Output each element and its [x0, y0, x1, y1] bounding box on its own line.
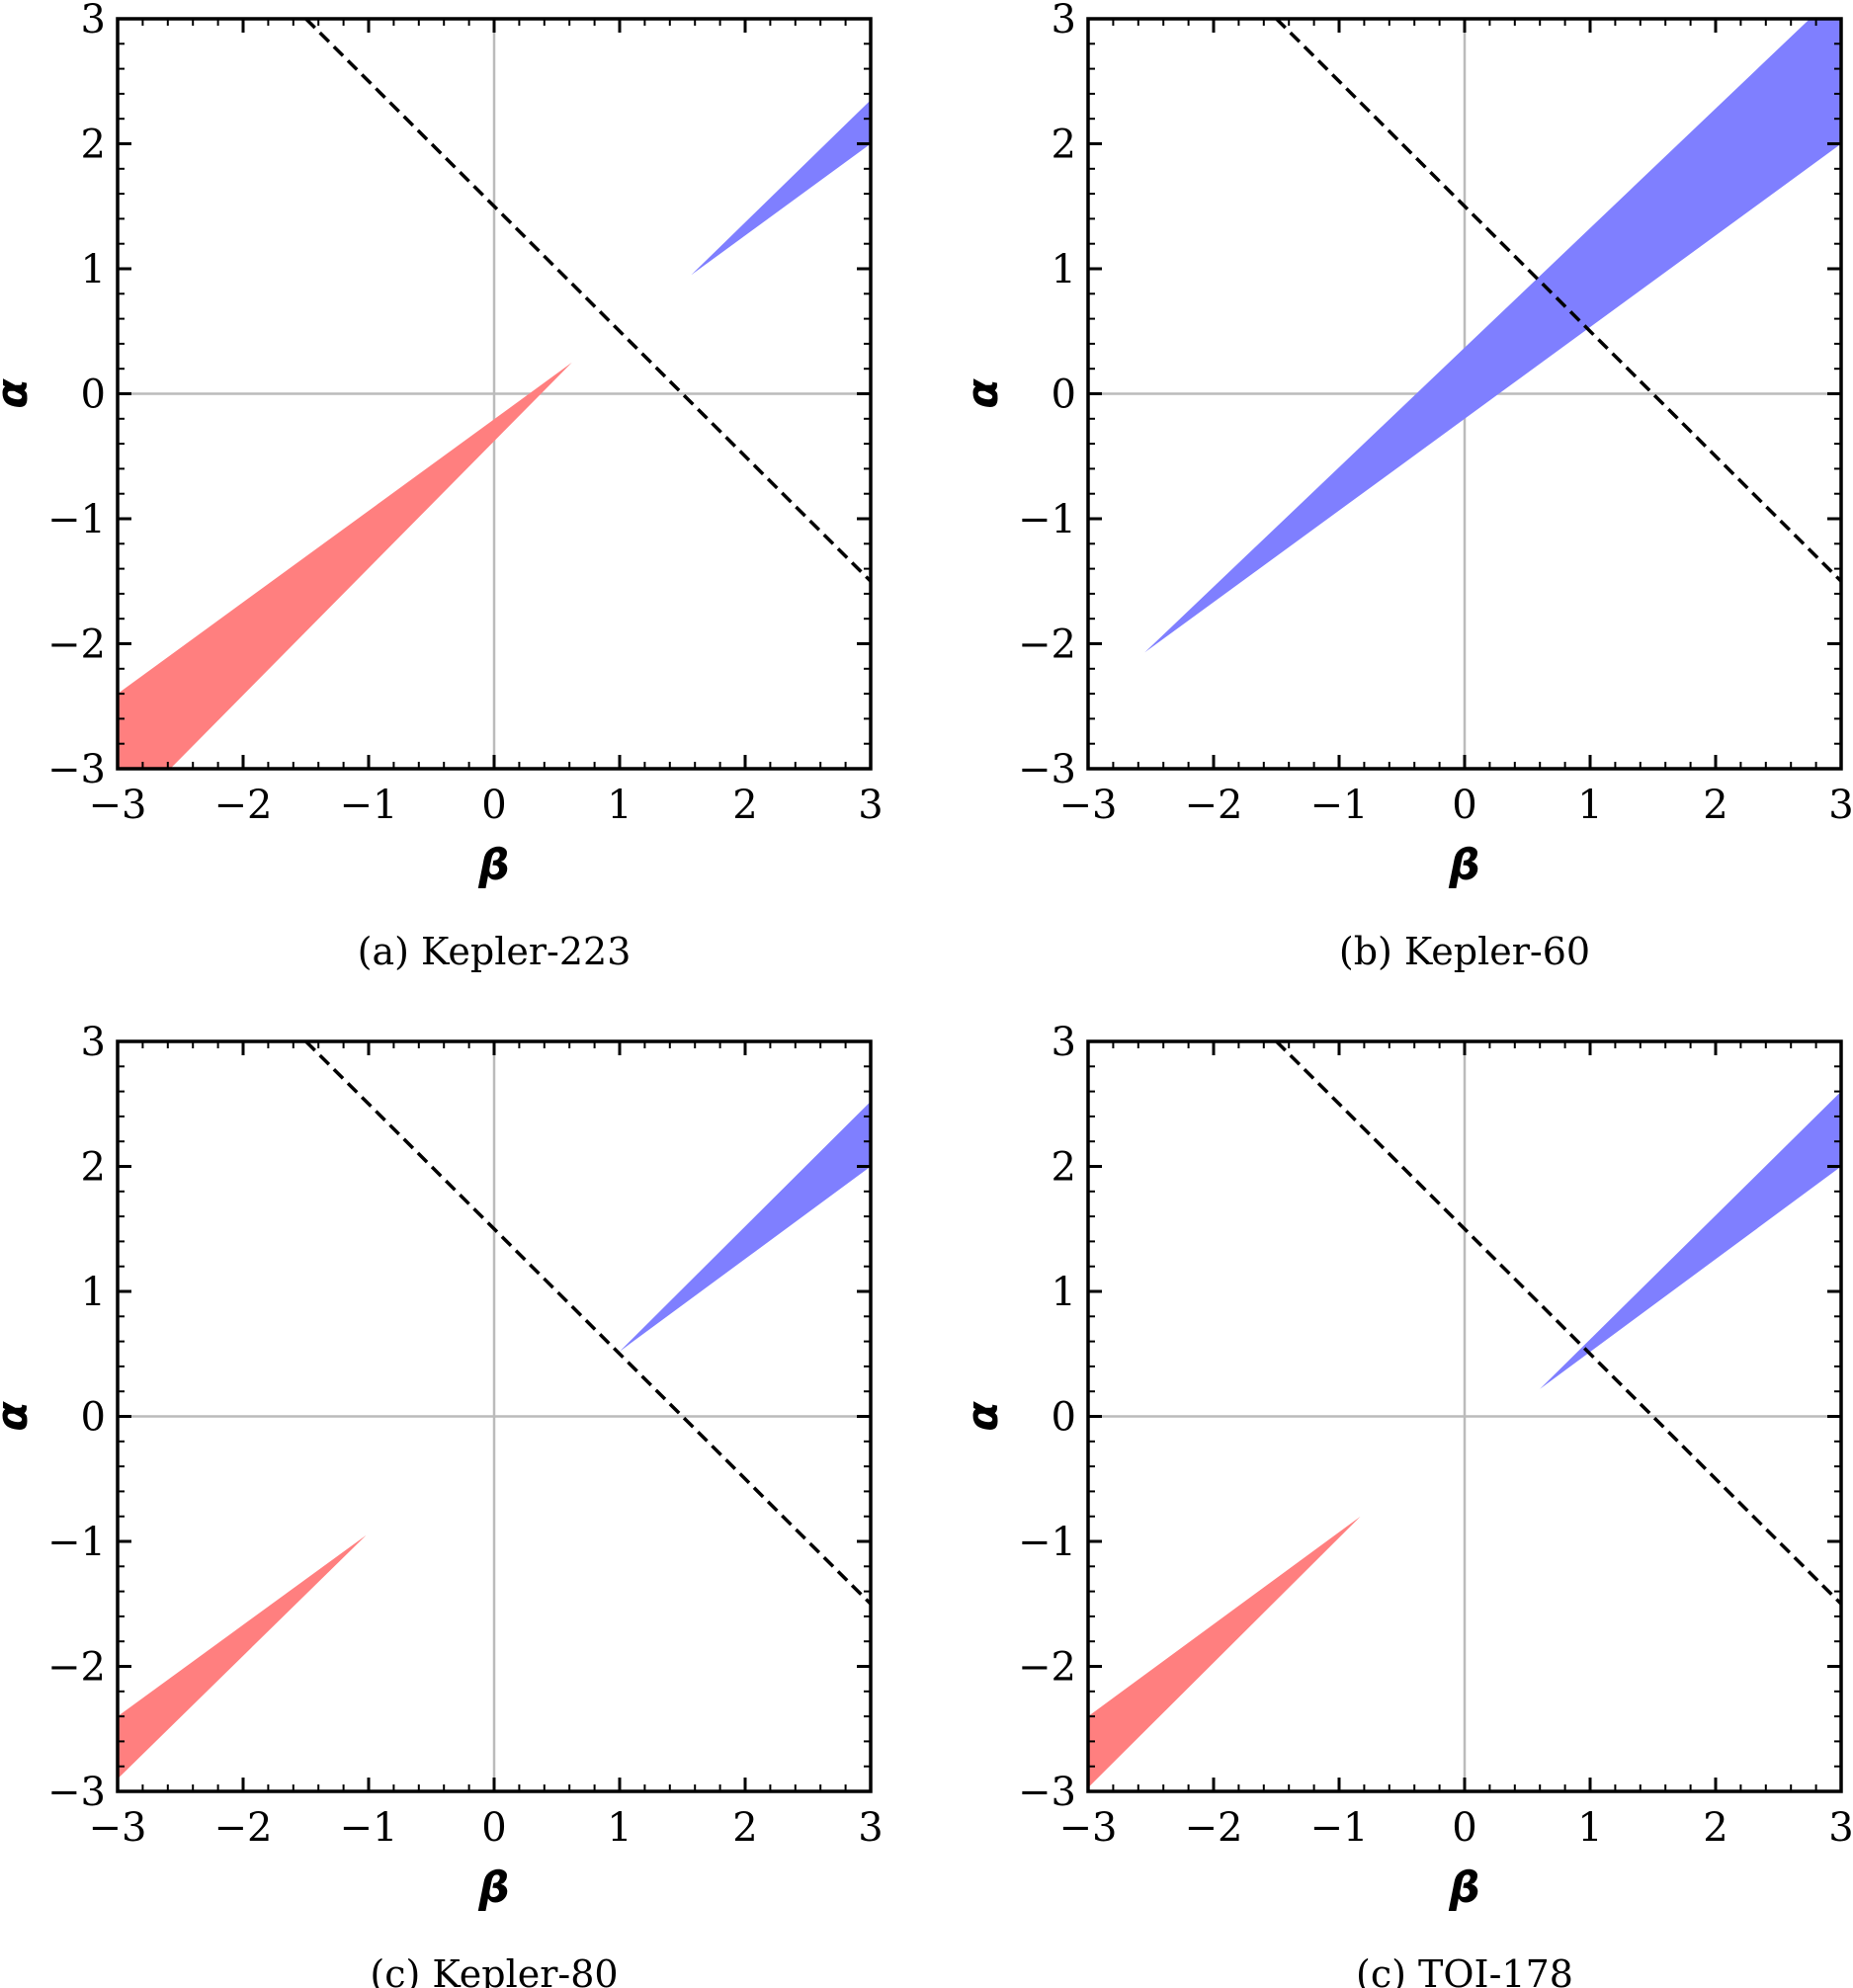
panel-d: −3 −2 −1 0 1 2 3 −3 −2 −1 0 1 2 3 β α (c) TOI-178 — [958, 1020, 1853, 1988]
panel-b: −3 −2 −1 0 1 2 3 −3 −2 −1 0 1 2 3 β α (b) Kepler-60 — [958, 0, 1853, 973]
x-tick-label: 1 — [607, 783, 632, 828]
x-axis-label: β — [1448, 1863, 1480, 1913]
x-tick-label: −1 — [340, 1805, 398, 1851]
x-axis-label: β — [1448, 840, 1480, 890]
y-tick-label: −2 — [47, 1645, 106, 1691]
x-tick-label: −2 — [214, 783, 273, 828]
region-blue — [691, 100, 871, 276]
x-tick-label: 0 — [1452, 783, 1476, 828]
x-tick-label: 2 — [1703, 1805, 1727, 1851]
y-tick-label: 2 — [1052, 1145, 1076, 1191]
x-tick-label: 2 — [732, 783, 757, 828]
y-tick-label: 0 — [81, 1395, 106, 1441]
dashed-line — [1275, 1041, 1841, 1606]
y-tick-label: 3 — [1052, 0, 1076, 42]
y-tick-label: −2 — [1018, 1645, 1076, 1691]
x-tick-label: −1 — [1310, 1805, 1369, 1851]
x-tick-label: −2 — [1185, 783, 1243, 828]
y-tick-label: 1 — [81, 1270, 106, 1315]
y-tick-label: 3 — [81, 1020, 106, 1065]
plot-area — [1088, 1041, 1841, 1791]
y-tick-label: −2 — [47, 622, 106, 668]
y-tick-label: −3 — [1018, 747, 1076, 792]
y-axis-label: α — [0, 378, 38, 409]
x-tick-label: 1 — [607, 1805, 632, 1851]
dashed-line — [1275, 19, 1841, 583]
panel-caption: (c) Kepler-80 — [370, 1952, 618, 1988]
dashed-line — [304, 19, 871, 583]
y-tick-label: 1 — [1052, 247, 1076, 292]
x-tick-label: 0 — [1452, 1805, 1476, 1851]
x-tick-label: −3 — [1059, 783, 1118, 828]
region-blue — [620, 1101, 871, 1352]
x-tick-label: 2 — [732, 1805, 757, 1851]
y-tick-label: 3 — [81, 0, 106, 42]
panel-caption: (b) Kepler-60 — [1339, 930, 1590, 973]
y-axis-label: α — [958, 1401, 1008, 1432]
x-axis-label: β — [477, 1863, 510, 1913]
y-tick-label: 0 — [1052, 1395, 1076, 1441]
plot-area — [1088, 19, 1841, 769]
panel-caption: (a) Kepler-223 — [358, 930, 632, 973]
y-tick-label: −3 — [1018, 1770, 1076, 1815]
panel-a: −3 −2 −1 0 1 2 3 −3 −2 −1 0 1 2 3 β α (a) Kepler-223 — [0, 0, 884, 973]
x-tick-label: 3 — [1828, 1805, 1853, 1851]
y-tick-label: 1 — [81, 247, 106, 292]
panel-c: −3 −2 −1 0 1 2 3 −3 −2 −1 0 1 2 3 β α (c) Kepler-80 — [0, 1020, 884, 1988]
region-red — [118, 1534, 367, 1780]
x-tick-label: −2 — [1185, 1805, 1243, 1851]
x-tick-label: 3 — [858, 1805, 883, 1851]
x-tick-label: 3 — [1828, 783, 1853, 828]
y-tick-label: 2 — [81, 1145, 106, 1191]
x-tick-label: 0 — [481, 783, 506, 828]
y-tick-label: 2 — [81, 123, 106, 168]
y-tick-label: 3 — [1052, 1020, 1076, 1065]
x-tick-label: 0 — [481, 1805, 506, 1851]
dashed-line — [304, 1041, 871, 1606]
region-red — [118, 362, 572, 769]
x-tick-label: 2 — [1703, 783, 1727, 828]
region-red — [1088, 1516, 1361, 1788]
y-axis-label: α — [958, 378, 1008, 409]
x-tick-label: −3 — [89, 1805, 147, 1851]
x-tick-label: −3 — [1059, 1805, 1118, 1851]
y-tick-label: 2 — [1052, 123, 1076, 168]
y-tick-label: −1 — [1018, 497, 1076, 542]
y-tick-label: −3 — [47, 1770, 106, 1815]
y-tick-label: 0 — [1052, 373, 1076, 418]
plot-area — [118, 19, 871, 769]
x-tick-label: −2 — [214, 1805, 273, 1851]
panel-caption: (c) TOI-178 — [1356, 1952, 1573, 1988]
y-tick-label: −2 — [1018, 622, 1076, 668]
y-tick-label: −3 — [47, 747, 106, 792]
region-blue — [1144, 19, 1841, 653]
x-tick-label: −1 — [340, 783, 398, 828]
y-tick-label: 1 — [1052, 1270, 1076, 1315]
y-tick-label: −1 — [1018, 1520, 1076, 1565]
x-tick-label: 3 — [858, 783, 883, 828]
x-tick-label: 1 — [1577, 783, 1602, 828]
y-tick-label: −1 — [47, 1520, 106, 1565]
x-axis-label: β — [477, 840, 510, 890]
x-tick-label: −3 — [89, 783, 147, 828]
y-tick-label: −1 — [47, 497, 106, 542]
x-tick-label: 1 — [1577, 1805, 1602, 1851]
y-tick-label: 0 — [81, 373, 106, 418]
plot-area — [118, 1041, 871, 1791]
y-axis-label: α — [0, 1401, 38, 1432]
region-blue — [1540, 1091, 1841, 1389]
x-tick-label: −1 — [1310, 783, 1369, 828]
